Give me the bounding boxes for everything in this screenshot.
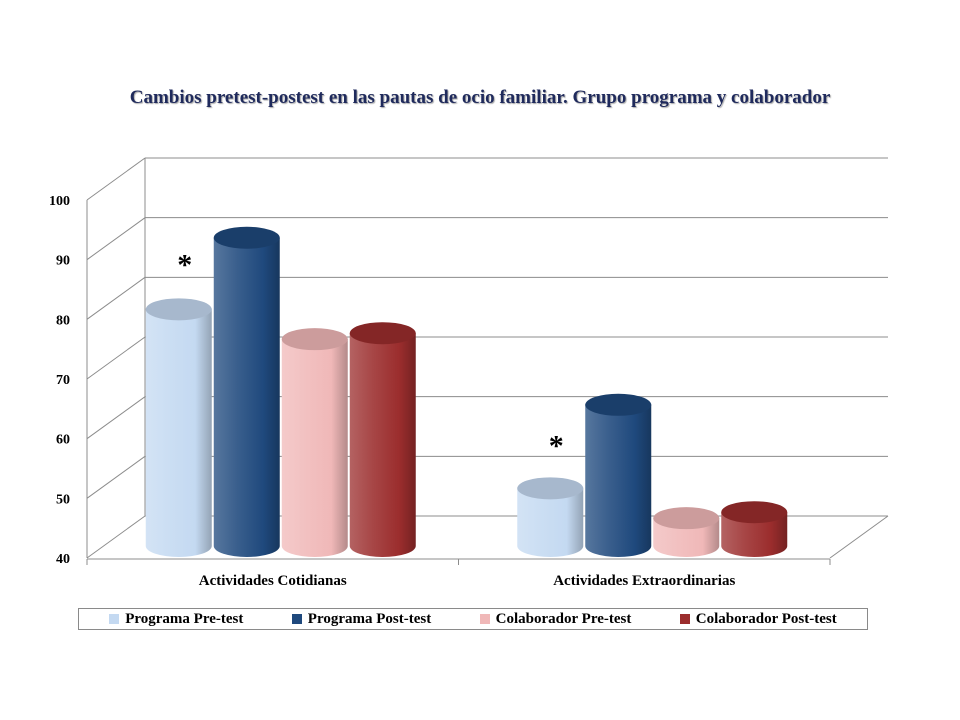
legend-swatch <box>291 614 302 624</box>
y-tick-label: 90 <box>56 254 70 269</box>
bar-top <box>585 393 652 416</box>
legend-label: Colaborador Pre-test <box>495 610 632 627</box>
bar-body <box>145 309 212 557</box>
bar-top <box>653 507 720 530</box>
bar-top <box>721 501 788 524</box>
bar-body <box>349 333 416 557</box>
legend-item-colaborador-pre: Colaborador Pre-test <box>479 610 632 628</box>
gridline-depth <box>86 396 146 440</box>
gridlines <box>86 157 888 559</box>
y-tick-label: 40 <box>56 552 70 567</box>
bar <box>653 507 720 557</box>
legend-label: Programa Post-test <box>307 610 432 627</box>
x-category-label: Actividades Extraordinarias <box>553 573 735 589</box>
y-tick-label: 70 <box>56 373 70 388</box>
bar <box>585 393 652 557</box>
bar-body <box>721 512 788 557</box>
significance-marker: * <box>177 248 192 281</box>
legend-label: Colaborador Post-test <box>695 610 837 627</box>
gridline-depth <box>86 336 146 380</box>
y-tick-label: 100 <box>49 194 70 209</box>
y-tick-label: 50 <box>56 492 70 507</box>
bar-top <box>145 298 212 321</box>
legend-label: Programa Pre-test <box>125 610 244 627</box>
bar <box>213 226 280 557</box>
legend-swatch <box>479 614 490 624</box>
bar <box>349 322 416 557</box>
bar <box>517 477 584 557</box>
bar-body <box>585 404 652 557</box>
bar-top <box>281 328 348 351</box>
gridline-depth <box>86 455 146 499</box>
gridline-depth <box>86 276 146 320</box>
labels: 40 50 60 70 80 90 100 Actividades Cotidianas Act… <box>49 194 735 589</box>
x-category-label: Actividades Cotidianas <box>199 573 347 589</box>
axes <box>86 158 889 565</box>
legend-swatch <box>109 614 120 624</box>
bar-body <box>517 488 584 557</box>
bar <box>281 328 348 557</box>
gridline-depth <box>86 515 146 559</box>
chart-title: Cambios pretest-postest en las pautas de… <box>129 87 831 108</box>
bar-top <box>517 477 584 500</box>
legend-item-programa-post: Programa Post-test <box>291 610 432 628</box>
floor-edge-right <box>829 515 889 559</box>
bar-body <box>213 237 280 557</box>
bar <box>721 501 788 557</box>
gridline-depth <box>86 157 146 201</box>
gridline-depth <box>86 217 146 261</box>
legend-swatch <box>679 614 690 624</box>
bar-body <box>281 339 348 557</box>
bar-body <box>653 518 720 557</box>
bar-top <box>213 226 280 249</box>
bar <box>145 298 212 557</box>
bars <box>145 226 788 557</box>
y-tick-label: 80 <box>56 313 70 328</box>
legend-item-colaborador-post: Colaborador Post-test <box>679 610 837 628</box>
y-tick-label: 60 <box>56 433 70 448</box>
significance-marker: * <box>549 429 564 462</box>
bar-top <box>349 322 416 345</box>
legend-item-programa-pre: Programa Pre-test <box>109 611 243 628</box>
legend: Programa Pre-test Programa Post-test Col… <box>78 608 868 630</box>
